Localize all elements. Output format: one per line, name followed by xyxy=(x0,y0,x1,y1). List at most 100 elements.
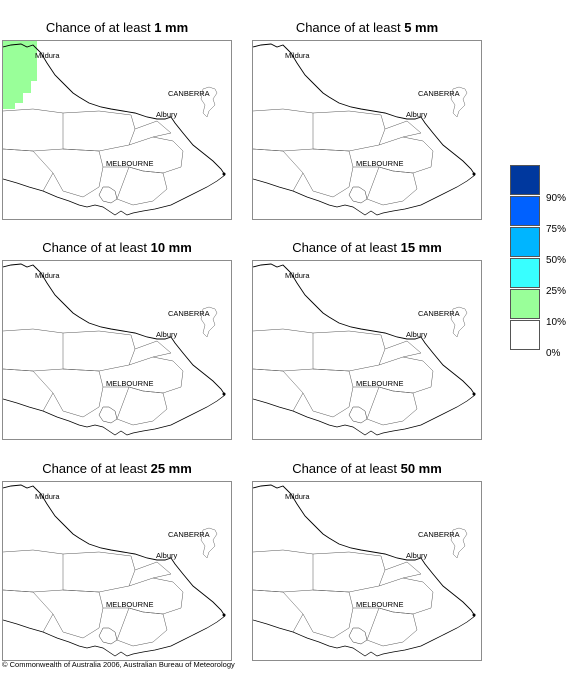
district-boundary xyxy=(52,589,104,639)
district-boundary xyxy=(253,549,314,593)
district-boundary xyxy=(3,368,54,412)
legend-label-10: 10% xyxy=(546,317,567,328)
panel-title: Chance of at least 5 mm xyxy=(295,20,439,35)
gabo-island-dot xyxy=(472,613,476,617)
label-albury: Albury xyxy=(156,551,178,560)
legend-label-25: 25% xyxy=(546,286,567,297)
panel-title: Chance of at least 10 mm xyxy=(42,240,192,255)
port-phillip-bay xyxy=(98,186,118,204)
label-canberra: CANBERRA xyxy=(168,309,210,318)
label-mildura: Mildura xyxy=(285,51,310,60)
map-svg xyxy=(253,484,476,657)
coastline xyxy=(3,394,226,436)
district-boundary xyxy=(366,166,418,206)
label-mildura: Mildura xyxy=(285,271,310,280)
gabo-island-dot xyxy=(472,172,476,176)
state-border-river xyxy=(253,263,476,396)
district-boundary xyxy=(302,589,354,639)
map-panel-1mm: Chance of at least 1 mm Mildura CANBERRA… xyxy=(2,20,262,232)
state-border-river xyxy=(3,263,226,396)
label-canberra: CANBERRA xyxy=(168,530,210,539)
victoria-map: Mildura CANBERRA Albury MELBOURNE xyxy=(2,481,232,661)
coastline xyxy=(253,174,476,216)
district-boundary xyxy=(384,120,422,138)
panel-title: Chance of at least 25 mm xyxy=(42,461,192,476)
district-boundary xyxy=(384,561,422,579)
legend-swatch-90 xyxy=(510,165,540,195)
map-svg xyxy=(3,484,226,657)
gabo-island-dot xyxy=(222,172,226,176)
legend-swatch-0 xyxy=(510,320,540,350)
district-boundary xyxy=(134,340,172,358)
coastline xyxy=(253,615,476,657)
district-boundary xyxy=(366,607,418,647)
label-melbourne: MELBOURNE xyxy=(356,600,404,609)
district-boundary xyxy=(312,330,386,372)
gabo-island-dot xyxy=(222,613,226,617)
map-panel-50mm: Chance of at least 50 mm Mildura CANBERR… xyxy=(252,461,512,673)
label-melbourne: MELBOURNE xyxy=(356,159,404,168)
act-outline xyxy=(200,86,218,118)
district-boundary xyxy=(353,166,380,200)
map-svg xyxy=(3,41,226,216)
gabo-island-dot xyxy=(472,392,476,396)
district-boundary xyxy=(3,589,54,633)
district-boundary xyxy=(103,166,130,200)
district-boundary xyxy=(3,108,64,152)
coastline xyxy=(253,394,476,436)
label-canberra: CANBERRA xyxy=(418,309,460,318)
label-albury: Albury xyxy=(406,110,428,119)
victoria-map: Mildura CANBERRA Albury MELBOURNE xyxy=(2,260,232,440)
district-boundary xyxy=(134,120,172,138)
legend-swatch-10 xyxy=(510,289,540,319)
district-boundary xyxy=(312,110,386,152)
legend-swatch-50 xyxy=(510,227,540,257)
label-albury: Albury xyxy=(406,551,428,560)
district-boundary xyxy=(302,148,354,198)
label-canberra: CANBERRA xyxy=(418,530,460,539)
state-border-river xyxy=(3,484,226,617)
map-svg xyxy=(3,263,226,436)
label-mildura: Mildura xyxy=(285,492,310,501)
label-albury: Albury xyxy=(156,110,178,119)
act-outline xyxy=(200,527,218,559)
district-boundary xyxy=(62,551,136,593)
district-boundary xyxy=(62,330,136,372)
port-phillip-bay xyxy=(348,406,368,424)
district-boundary xyxy=(3,549,64,593)
legend-label-50: 50% xyxy=(546,255,567,266)
probability-legend: 90% 75% 50% 25% 10% 0% xyxy=(510,165,570,365)
label-mildura: Mildura xyxy=(35,271,60,280)
district-boundary xyxy=(52,148,104,198)
label-mildura: Mildura xyxy=(35,51,60,60)
label-melbourne: MELBOURNE xyxy=(106,379,154,388)
label-canberra: CANBERRA xyxy=(168,89,210,98)
district-boundary xyxy=(116,166,168,206)
district-boundary xyxy=(3,328,64,372)
legend-label-90: 90% xyxy=(546,193,567,204)
port-phillip-bay xyxy=(348,186,368,204)
gabo-island-dot xyxy=(222,392,226,396)
district-boundary xyxy=(366,386,418,426)
district-boundary xyxy=(103,386,130,420)
state-border-river xyxy=(253,43,476,176)
label-albury: Albury xyxy=(156,330,178,339)
panel-title: Chance of at least 1 mm xyxy=(45,20,189,35)
district-boundary xyxy=(253,368,304,412)
coastline xyxy=(3,615,226,657)
coastline xyxy=(3,174,226,216)
district-boundary xyxy=(353,386,380,420)
legend-swatch-75 xyxy=(510,196,540,226)
port-phillip-bay xyxy=(348,627,368,645)
district-boundary xyxy=(353,607,380,641)
panel-title: Chance of at least 15 mm xyxy=(292,240,442,255)
map-svg xyxy=(253,263,476,436)
probability-area-10-25 xyxy=(3,41,37,109)
label-mildura: Mildura xyxy=(35,492,60,501)
act-outline xyxy=(200,306,218,338)
panel-title: Chance of at least 50 mm xyxy=(292,461,442,476)
label-albury: Albury xyxy=(406,330,428,339)
state-border-river xyxy=(253,484,476,617)
district-boundary xyxy=(62,110,136,152)
act-outline xyxy=(450,527,468,559)
